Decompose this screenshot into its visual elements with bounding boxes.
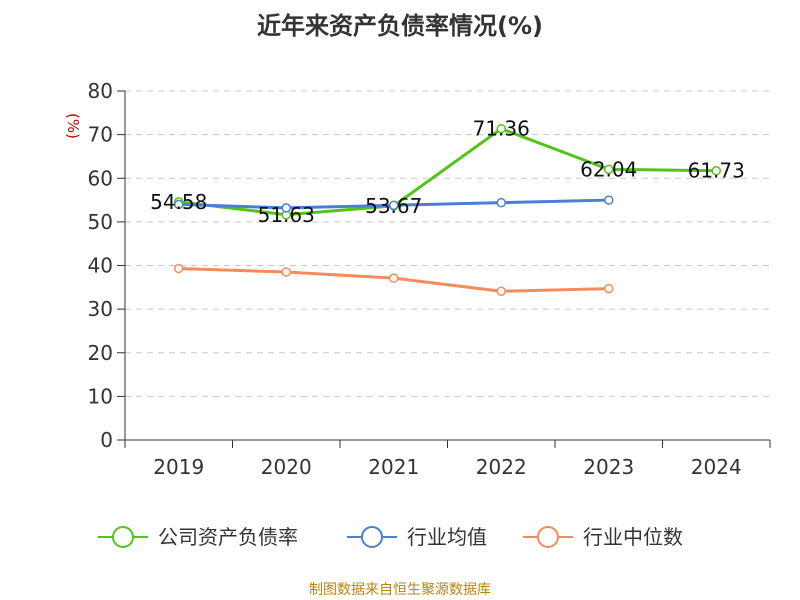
data-label: 62.04 [580,157,637,181]
y-tick-label: 50 [88,210,113,234]
y-axis-label: (%) [64,113,82,139]
data-point [281,267,291,277]
y-tick-label: 0 [100,428,113,452]
data-label: 53.67 [365,194,422,218]
y-tick-label: 30 [88,297,113,321]
data-labels: 54.58 51.63 53.67 71.36 62.04 61.73 [150,117,745,227]
gridlines [125,90,770,397]
data-point [604,283,614,294]
x-tick-label: 2021 [368,455,419,479]
x-tick-label: 2024 [691,455,742,479]
x-tick-label: 2022 [476,455,527,479]
data-point [174,199,184,210]
source-note: 制图数据来自恒生聚源数据库 [309,582,491,598]
legend-swatch-marker [112,526,134,548]
y-tick-label: 20 [88,341,113,365]
series-line [178,127,717,217]
data-point [389,273,399,283]
data-point [496,286,506,296]
data-point [174,263,184,274]
data-label: 61.73 [688,159,745,183]
series-行业均值 [174,195,614,213]
legend-item: 公司资产负债率 [98,525,298,549]
legend-swatch-marker [361,526,383,548]
x-tick-label: 2020 [261,455,312,479]
legend: 公司资产负债率 行业均值 行业中位数 [98,525,683,549]
legend-label: 公司资产负债率 [158,525,298,549]
y-tick-label: 70 [88,123,113,147]
data-point [281,203,291,213]
data-point [496,123,506,134]
series-lines [174,123,721,296]
data-point [604,195,614,205]
legend-label: 行业中位数 [583,525,683,549]
legend-label: 行业均值 [407,525,487,549]
y-axis-ticks: 0 10 20 30 40 50 60 70 80 [88,79,125,452]
data-label: 54.58 [150,190,207,214]
data-label: 71.36 [473,117,530,141]
legend-swatch-marker [537,526,559,548]
y-tick-label: 40 [88,254,113,278]
y-tick-label: 60 [88,166,113,190]
y-tick-label: 10 [88,384,113,408]
x-tick-label: 2023 [583,455,634,479]
series-行业中位数 [174,263,614,296]
legend-item: 行业均值 [347,525,487,549]
x-tick-label: 2019 [153,455,204,479]
data-label: 51.63 [258,203,315,227]
data-point [604,164,614,175]
data-point [711,165,721,176]
x-axis-ticks: 2019 2020 2021 2022 2023 2024 [124,440,771,479]
data-point [496,197,506,208]
legend-item: 行业中位数 [523,525,683,549]
y-tick-label: 80 [88,79,113,103]
chart-title: 近年来资产负债率情况(%) [257,12,543,40]
data-point [389,200,399,211]
